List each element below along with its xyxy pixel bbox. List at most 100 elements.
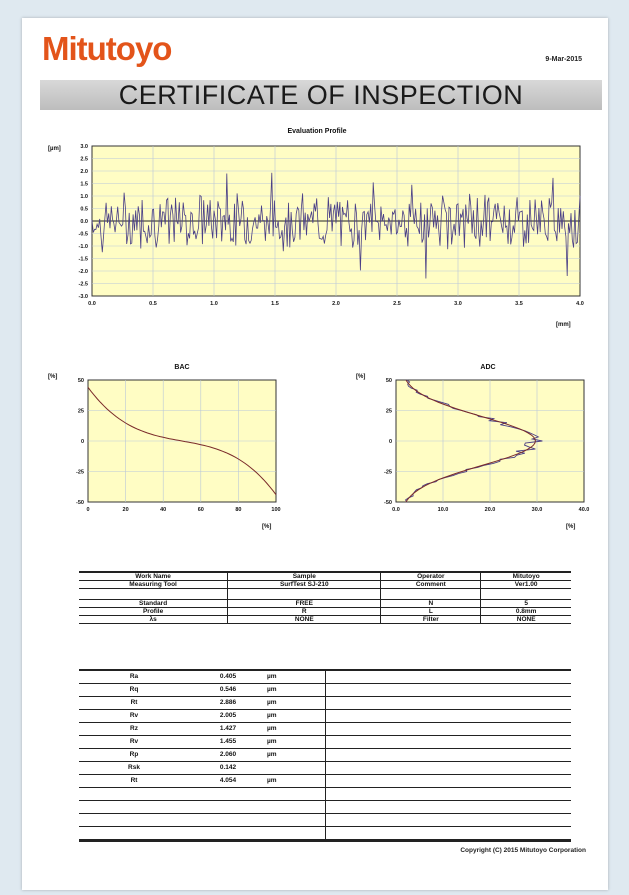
info-cell xyxy=(227,588,382,600)
certificate-sheet: Mitutoyo 9-Mar-2015 CERTIFICATE OF INSPE… xyxy=(22,18,608,890)
info-row: λs NONE Filter NONE xyxy=(79,615,571,624)
profile-x-tick: 3.5 xyxy=(515,301,523,307)
bac-x-tick: 80 xyxy=(235,507,241,513)
profile-y-tick: -2.0 xyxy=(79,269,88,275)
result-param: Rq xyxy=(129,686,139,693)
profile-y-tick: -1.5 xyxy=(79,257,88,263)
info-cell: R xyxy=(227,607,382,616)
result-unit: µm xyxy=(267,686,277,693)
profile-chart-title: Evaluation Profile xyxy=(287,128,347,135)
result-value: 1.427 xyxy=(219,725,237,732)
info-table: Work Name Sample Operator Mitutoyo Measuring… xyxy=(79,571,571,624)
info-row: Work Name Sample Operator Mitutoyo xyxy=(79,572,571,581)
profile-x-tick: 3.0 xyxy=(454,301,462,307)
profile-y-tick: 0.5 xyxy=(80,207,88,213)
bac-x-tick: 20 xyxy=(123,507,129,513)
adc-x-tick: 20.0 xyxy=(485,507,496,513)
result-unit: µm xyxy=(267,777,277,784)
profile-x-tick: 4.0 xyxy=(576,301,584,307)
copyright-text: Copyright (C) 2015 Mitutoyo Corporation xyxy=(460,847,586,854)
info-cell: Ver1.00 xyxy=(480,580,571,589)
profile-y-tick: 2.0 xyxy=(80,169,88,175)
adc-y-tick: 50 xyxy=(386,378,392,384)
adc-chart-title: ADC xyxy=(480,364,496,371)
results-table: Ra 0.405 µm Rq 0.546 µm Rt 2.886 µm Rv 2.005 µm Rz 1.… xyxy=(79,669,571,842)
info-row xyxy=(79,588,571,600)
adc-y-tick: 0 xyxy=(389,439,392,445)
profile-y-tick: -2.5 xyxy=(79,282,88,288)
profile-chart: 3.0 2.5 2.0 1.5 1.0 0.5 0.0 -0.5 -1.0 -1.5 -2.0 -2.… xyxy=(79,144,584,307)
result-param: Rv xyxy=(129,712,139,719)
adc-x-tick: 40.0 xyxy=(579,507,590,513)
result-unit: µm xyxy=(267,699,277,706)
bac-x-unit: [%] xyxy=(262,524,272,530)
profile-y-tick: 3.0 xyxy=(80,144,88,150)
bac-y-tick: -25 xyxy=(76,470,84,476)
bac-x-tick: 40 xyxy=(160,507,166,513)
info-cell: Work Name xyxy=(79,572,229,581)
info-cell: L xyxy=(380,607,482,616)
result-value: 2.060 xyxy=(219,751,237,758)
adc-y-tick: -25 xyxy=(384,470,392,476)
result-unit: µm xyxy=(267,673,277,680)
result-value: 1.455 xyxy=(219,738,237,745)
adc-x-unit: [%] xyxy=(566,524,576,530)
bac-y-tick: 50 xyxy=(78,378,84,384)
info-cell: NONE xyxy=(480,615,571,624)
bac-y-tick: 25 xyxy=(78,409,84,415)
profile-x-tick: 1.5 xyxy=(271,301,279,307)
adc-x-tick: 30.0 xyxy=(532,507,543,513)
profile-y-tick: 1.5 xyxy=(80,182,88,188)
info-cell: Measuring Tool xyxy=(79,580,229,589)
adc-y-unit: [%] xyxy=(356,374,366,380)
profile-x-tick: 2.0 xyxy=(332,301,340,307)
info-cell: Sample xyxy=(227,572,382,581)
info-row: Profile R L 0.8mm xyxy=(79,607,571,616)
profile-trace xyxy=(91,172,581,279)
result-param: Rsk xyxy=(128,764,140,771)
profile-y-tick: 2.5 xyxy=(80,157,88,163)
profile-y-tick: -3.0 xyxy=(79,294,88,300)
profile-x-tick: 1.0 xyxy=(210,301,218,307)
results-divider xyxy=(325,671,326,840)
result-unit: µm xyxy=(267,751,277,758)
info-row: Measuring Tool SurfTest SJ-210 Comment Ver1… xyxy=(79,580,571,589)
certificate-date: 9-Mar-2015 xyxy=(545,56,582,63)
bac-x-tick: 60 xyxy=(198,507,204,513)
info-cell: 0.8mm xyxy=(480,607,571,616)
info-cell xyxy=(480,588,571,600)
info-cell: Filter xyxy=(380,615,482,624)
result-value: 2.005 xyxy=(219,712,237,719)
adc-y-tick: -50 xyxy=(384,500,392,506)
adc-chart: 50 25 0 -25 -500.0 10.0 20.0 30.0 40.0 xyxy=(384,378,590,513)
adc-gaussian xyxy=(405,379,536,503)
result-param: Rp xyxy=(129,751,139,758)
info-cell: λs xyxy=(79,615,229,624)
info-cell xyxy=(380,588,482,600)
info-row: Standard FREE N 5 xyxy=(79,599,571,608)
profile-y-unit: [µm] xyxy=(48,146,61,152)
info-cell: FREE xyxy=(227,599,382,608)
profile-x-tick: 0.0 xyxy=(88,301,96,307)
info-cell: Comment xyxy=(380,580,482,589)
adc-x-tick: 0.0 xyxy=(392,507,400,513)
profile-y-tick: -1.0 xyxy=(79,244,88,250)
result-value: 0.142 xyxy=(219,764,237,771)
result-param: Rt xyxy=(130,699,138,706)
bac-x-tick: 100 xyxy=(271,507,280,513)
info-cell xyxy=(79,588,229,600)
info-cell: 5 xyxy=(480,599,571,608)
bac-chart-title: BAC xyxy=(174,364,190,371)
profile-x-tick: 0.5 xyxy=(149,301,157,307)
info-cell: Profile xyxy=(79,607,229,616)
profile-y-tick: 1.0 xyxy=(80,194,88,200)
result-param: Ra xyxy=(129,673,139,680)
bac-y-tick: 0 xyxy=(81,439,84,445)
bac-y-tick: -50 xyxy=(76,500,84,506)
result-value: 4.054 xyxy=(219,777,237,784)
adc-x-tick: 10.0 xyxy=(438,507,449,513)
result-value: 2.886 xyxy=(219,699,237,706)
mitutoyo-logo: Mitutoyo xyxy=(42,30,172,67)
info-cell: Operator xyxy=(380,572,482,581)
